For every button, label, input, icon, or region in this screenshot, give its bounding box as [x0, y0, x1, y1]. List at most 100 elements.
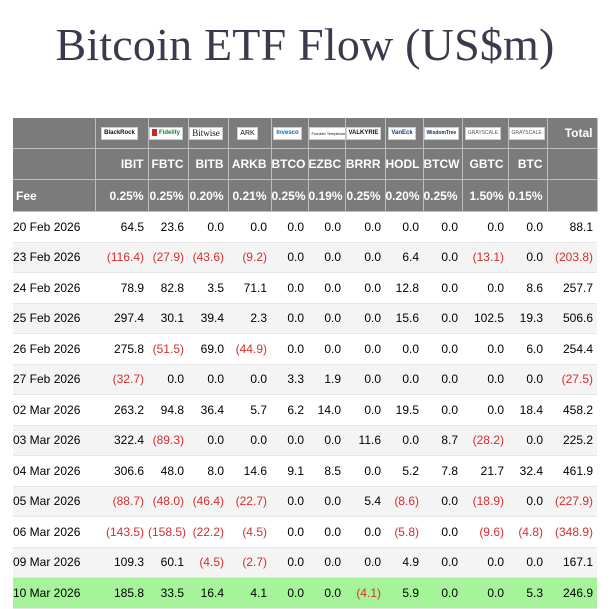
blackrock-logo: BlackRock — [101, 127, 138, 141]
flow-cell: 2.3 — [228, 303, 271, 334]
ark-logo: ARK — [237, 127, 258, 141]
flow-cell: 19.5 — [385, 394, 423, 426]
flow-cell: (18.9) — [462, 486, 508, 517]
table-row: 06 Mar 2026 (143.5) (158.5) (22.2) (4.5) 0.0 0… — [13, 516, 597, 548]
flow-cell: (32.7) — [95, 364, 148, 395]
flow-cell: 0.0 — [508, 364, 547, 395]
flow-cell: (46.4) — [188, 486, 228, 517]
date-cell: 10 Mar 2026 — [13, 577, 95, 609]
flow-cell: 0.0 — [385, 333, 423, 365]
flow-cell: 5.7 — [228, 394, 271, 426]
flow-cell: 0.0 — [385, 211, 423, 243]
flow-cell: 263.2 — [95, 394, 148, 426]
flow-cell: 8.7 — [423, 425, 462, 456]
flow-cell: 6.2 — [271, 394, 308, 426]
flow-cell: 94.8 — [148, 394, 188, 426]
flow-cell: 78.9 — [95, 272, 148, 304]
issuer-logo: Franklin Templeton — [308, 118, 346, 149]
total-cell: (203.8) — [547, 242, 597, 273]
flow-cell: 0.0 — [308, 272, 345, 304]
flow-cell: (13.1) — [462, 242, 508, 273]
fee-cell: 0.25% — [271, 179, 309, 212]
flow-cell: 102.5 — [462, 303, 508, 334]
page-title: Bitcoin ETF Flow (US$m) — [55, 19, 555, 70]
flow-cell: 0.0 — [508, 547, 547, 578]
flow-cell: 297.4 — [95, 303, 148, 334]
flow-cell: 39.4 — [188, 303, 228, 334]
flow-cell: 0.0 — [345, 455, 385, 487]
ticker-header: HODL — [385, 148, 424, 180]
table-row: 25 Feb 2026 297.4 30.1 39.4 2.3 0.0 0.0 0.0 15.6… — [13, 303, 597, 334]
flow-cell: 0.0 — [271, 272, 308, 304]
flow-cell: 0.0 — [423, 516, 462, 548]
flow-cell: 0.0 — [423, 394, 462, 426]
flow-cell: (22.2) — [188, 516, 228, 548]
flow-cell: 0.0 — [423, 333, 462, 365]
flow-cell: 0.0 — [271, 242, 308, 273]
total-cell: 506.6 — [547, 303, 597, 334]
flow-cell: 0.0 — [345, 303, 385, 334]
flow-cell: 0.0 — [271, 486, 308, 517]
flow-cell: 0.0 — [462, 577, 508, 609]
flow-cell: 0.0 — [188, 425, 228, 456]
flow-cell: 0.0 — [345, 242, 385, 273]
flow-cell: 32.4 — [508, 455, 547, 487]
issuer-logo: GRAYSCALE — [508, 118, 548, 149]
ticker-header: BTC — [508, 148, 548, 180]
flow-cell: 0.0 — [308, 303, 345, 334]
flow-cell: 0.0 — [308, 577, 345, 609]
flow-cell: 8.6 — [508, 272, 547, 304]
date-cell: 09 Mar 2026 — [13, 547, 95, 578]
issuer-logo: GRAYSCALE — [462, 118, 509, 149]
issuer-logo: VALKYRIE — [345, 118, 386, 149]
fidelity-logo: Fidelity — [148, 127, 183, 141]
flow-cell: 0.0 — [423, 303, 462, 334]
fee-cell: 0.25% — [95, 179, 149, 212]
flow-cell: (28.2) — [462, 425, 508, 456]
issuer-logo: BlackRock — [95, 118, 149, 149]
ticker-header: BTCO — [271, 148, 309, 180]
ticker-header: IBIT — [95, 148, 149, 180]
fee-total-empty — [547, 179, 598, 212]
fee-cell: 0.20% — [188, 179, 229, 212]
flow-cell: 0.0 — [228, 211, 271, 243]
etf-flow-table: BlackRock Fidelity Bitwise ARK Invesco F… — [13, 118, 598, 609]
flow-cell: (143.5) — [95, 516, 148, 548]
flow-cell: 64.5 — [95, 211, 148, 243]
date-cell: 23 Feb 2026 — [13, 242, 95, 273]
flow-cell: 3.3 — [271, 364, 308, 395]
flow-cell: 4.9 — [385, 547, 423, 578]
flow-cell: 18.4 — [508, 394, 547, 426]
flow-cell: 0.0 — [423, 547, 462, 578]
date-cell: 27 Feb 2026 — [13, 364, 95, 395]
ticker-corner-cell — [13, 148, 96, 180]
flow-cell: 322.4 — [95, 425, 148, 456]
total-header: Total — [547, 118, 598, 149]
flow-cell: 69.0 — [188, 333, 228, 365]
fee-cell: 0.25% — [148, 179, 189, 212]
flow-cell: (5.8) — [385, 516, 423, 548]
grayscale-logo: GRAYSCALE — [464, 127, 502, 141]
flow-cell: 9.1 — [271, 455, 308, 487]
date-cell: 03 Mar 2026 — [13, 425, 95, 456]
flow-cell: 0.0 — [345, 211, 385, 243]
flow-cell: (158.5) — [148, 516, 188, 548]
flow-cell: 30.1 — [148, 303, 188, 334]
flow-cell: 0.0 — [271, 303, 308, 334]
flow-cell: 8.0 — [188, 455, 228, 487]
flow-cell: 0.0 — [308, 333, 345, 365]
flow-cell: 3.5 — [188, 272, 228, 304]
table-row: 24 Feb 2026 78.9 82.8 3.5 71.1 0.0 0.0 0.0 12.8 0… — [13, 272, 597, 304]
fee-cell: 0.19% — [308, 179, 346, 212]
total-cell: (348.9) — [547, 516, 597, 548]
table-row: 03 Mar 2026 322.4 (89.3) 0.0 0.0 0.0 0.0 11.6 0.… — [13, 425, 597, 456]
fee-cell: 0.15% — [508, 179, 548, 212]
flow-cell: 185.8 — [95, 577, 148, 609]
flow-cell: 14.0 — [308, 394, 345, 426]
table-row: 27 Feb 2026 (32.7) 0.0 0.0 0.0 3.3 1.9 0.0 0.0 0.… — [13, 364, 597, 395]
flow-cell: 0.0 — [308, 211, 345, 243]
flow-cell: 23.6 — [148, 211, 188, 243]
flow-cell: 21.7 — [462, 455, 508, 487]
flow-cell: 15.6 — [385, 303, 423, 334]
flow-cell: 109.3 — [95, 547, 148, 578]
